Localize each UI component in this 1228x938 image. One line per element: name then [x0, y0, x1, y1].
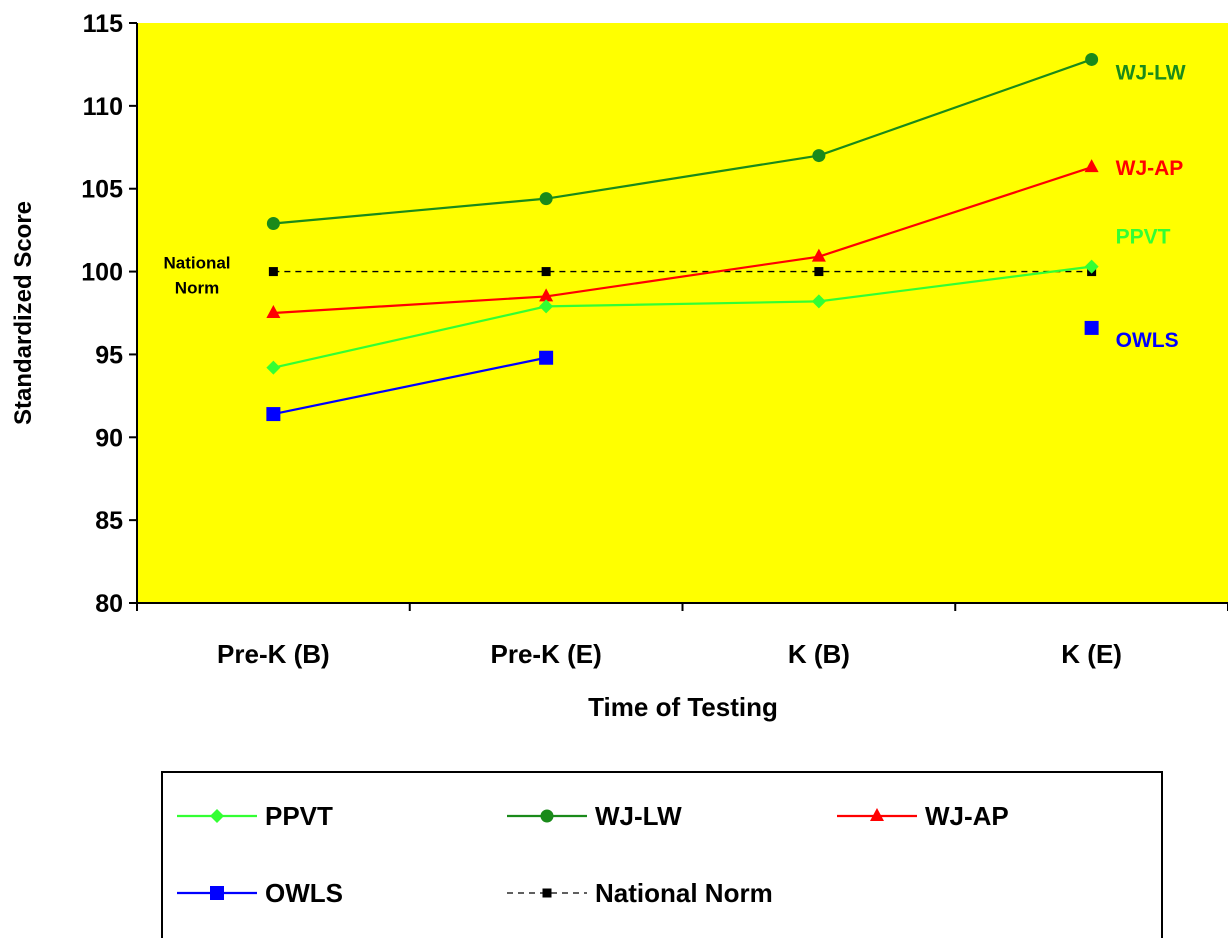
legend-label: WJ-AP — [925, 801, 1009, 831]
legend-label: National Norm — [595, 878, 773, 908]
series-end-label: WJ-AP — [1116, 157, 1184, 180]
legend-item: WJ-AP — [837, 801, 1009, 831]
x-axis-title: Time of Testing — [588, 692, 778, 722]
data-point — [266, 305, 281, 318]
series-owls: OWLS — [266, 320, 1179, 422]
series-line — [273, 58, 1092, 225]
annotation-label: Norm — [175, 279, 219, 298]
series-wj-lw: WJ-LW — [266, 52, 1186, 231]
data-point — [812, 149, 826, 163]
y-axis-title: Standardized Score — [10, 201, 37, 425]
data-point — [539, 350, 554, 365]
y-tick-label: 85 — [95, 507, 123, 535]
data-point — [1084, 159, 1099, 173]
data-point — [539, 288, 554, 302]
plot-area — [137, 23, 1228, 603]
x-tick-label: Pre-K (B) — [217, 639, 330, 669]
series-end-label: PPVT — [1116, 226, 1171, 249]
data-point — [1084, 320, 1099, 335]
y-tick-label: 100 — [81, 259, 123, 287]
x-tick-label: K (B) — [788, 639, 850, 669]
legend-item: OWLS — [177, 878, 343, 908]
y-tick-label: 115 — [83, 10, 123, 38]
data-point — [1084, 259, 1099, 274]
y-tick-label: 105 — [81, 176, 123, 204]
data-point — [539, 299, 554, 314]
data-point — [541, 267, 551, 277]
data-point — [1085, 52, 1099, 66]
data-point — [811, 294, 826, 309]
legend-item: National Norm — [507, 878, 773, 908]
series-line — [273, 166, 1092, 315]
data-point — [814, 267, 824, 277]
y-tick-label: 80 — [95, 590, 123, 618]
legend-item: PPVT — [177, 801, 333, 831]
legend-marker — [542, 888, 552, 898]
legend-label: PPVT — [265, 801, 333, 831]
legend-label: OWLS — [265, 878, 343, 908]
y-tick-label: 110 — [83, 93, 123, 121]
data-point — [811, 248, 826, 262]
data-point — [266, 217, 280, 231]
legend-item: WJ-LW — [507, 801, 682, 831]
x-tick-label: K (E) — [1061, 639, 1122, 669]
series-line — [273, 356, 547, 416]
data-point — [268, 267, 278, 277]
legend-marker — [210, 886, 224, 900]
series-ppvt: PPVT — [266, 226, 1171, 375]
data-point — [266, 407, 281, 422]
legend-box — [161, 771, 1163, 938]
legend-marker — [870, 808, 884, 821]
data-point — [539, 192, 553, 206]
annotation-label: National — [163, 254, 230, 273]
y-tick-label: 90 — [95, 424, 123, 452]
legend-marker — [210, 809, 224, 823]
series-line — [273, 265, 1092, 369]
x-tick-label: Pre-K (E) — [491, 639, 602, 669]
y-tick-label: 95 — [95, 341, 123, 369]
legend-label: WJ-LW — [595, 801, 682, 831]
data-point — [266, 360, 281, 375]
legend: PPVT WJ-LW WJ-AP OWLS National Norm — [161, 771, 1163, 938]
series-wj-ap: WJ-AP — [266, 157, 1183, 318]
legend-marker — [540, 809, 554, 823]
series-end-label: OWLS — [1116, 329, 1179, 352]
series-end-label: WJ-LW — [1116, 61, 1186, 84]
